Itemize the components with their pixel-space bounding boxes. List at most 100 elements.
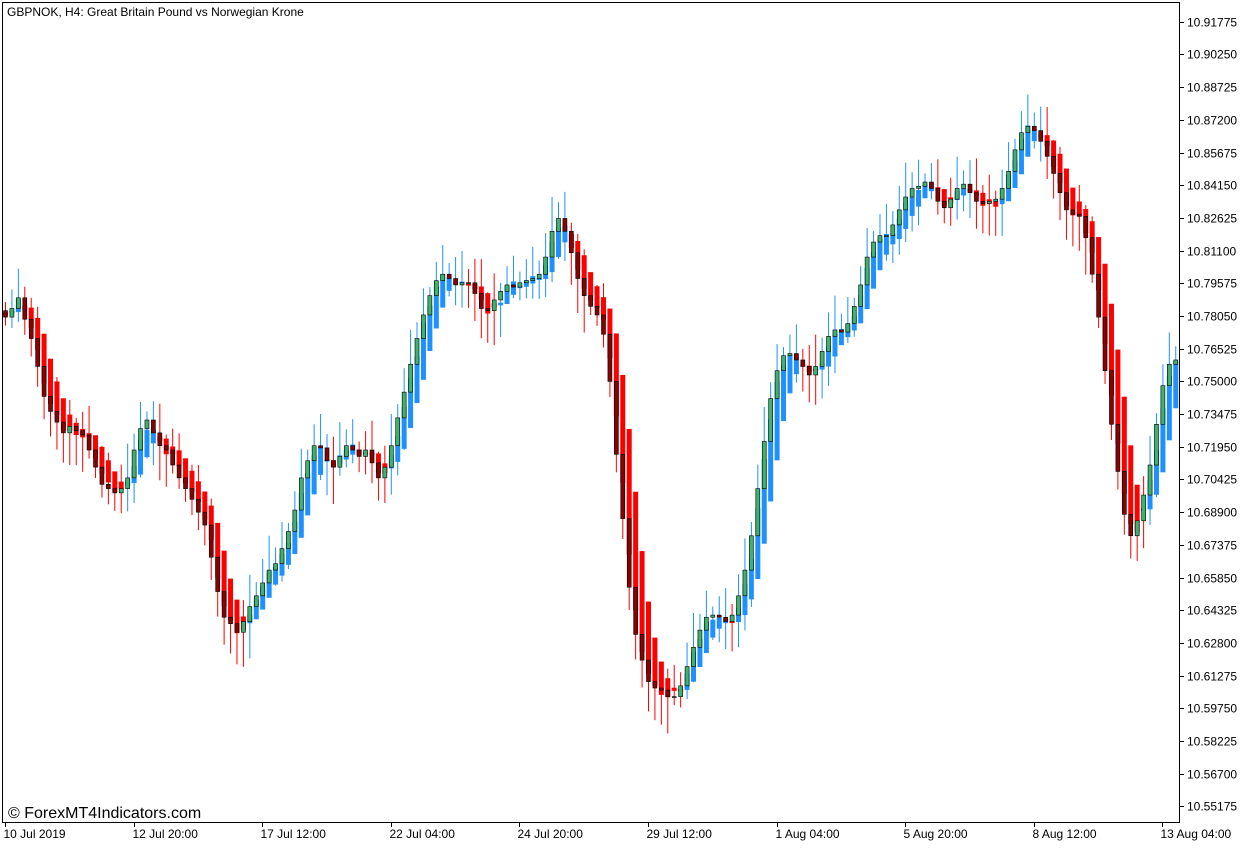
- candle-body: [555, 227, 561, 258]
- price-candle: [890, 224, 896, 236]
- price-candle: [202, 511, 208, 526]
- price-candle: [388, 445, 394, 468]
- candle-body: [883, 233, 889, 255]
- price-candle: [253, 595, 259, 607]
- candle-body: [941, 189, 947, 206]
- candle-body: [639, 551, 645, 652]
- price-candle: [929, 181, 934, 189]
- candle-body: [478, 286, 484, 300]
- candle-body: [761, 459, 767, 544]
- price-candle: [961, 183, 966, 189]
- candle-body: [832, 333, 838, 357]
- price-candle: [993, 198, 999, 202]
- price-candle: [9, 308, 15, 318]
- price-candle: [28, 318, 34, 339]
- price-candle: [1089, 237, 1095, 275]
- price-tick-label: 10.59750: [1187, 702, 1237, 716]
- price-tick-label: 10.62800: [1187, 637, 1237, 651]
- price-candle: [1173, 359, 1179, 365]
- candle-body: [176, 450, 182, 467]
- candle-body: [858, 294, 864, 324]
- candle-body: [35, 317, 41, 350]
- price-candle: [504, 284, 510, 292]
- candle-body: [401, 407, 407, 449]
- price-candle: [86, 434, 92, 451]
- price-candle: [1141, 494, 1146, 522]
- candle-body: [1012, 160, 1018, 188]
- price-candle: [99, 466, 105, 485]
- candle-body: [234, 599, 240, 634]
- price-candle: [1122, 471, 1127, 515]
- price-candle: [588, 295, 593, 307]
- price-candle: [112, 488, 118, 494]
- price-candle: [1160, 385, 1166, 425]
- candle-body: [671, 687, 677, 691]
- candle-body: [871, 251, 877, 289]
- price-candle: [453, 278, 458, 286]
- price-candle: [41, 366, 47, 397]
- price-candle: [16, 297, 21, 309]
- price-candle: [286, 531, 291, 549]
- price-candle: [54, 411, 60, 423]
- price-candle: [684, 666, 690, 687]
- candle-body: [420, 322, 426, 380]
- candle-body: [1025, 125, 1031, 157]
- price-candle: [1128, 514, 1134, 537]
- candle-body: [742, 583, 748, 616]
- price-candle: [1019, 132, 1024, 151]
- price-tick-label: 10.58225: [1187, 735, 1237, 749]
- candle-body: [1102, 263, 1108, 344]
- price-candle: [562, 218, 568, 232]
- candle-body: [864, 268, 870, 310]
- candle-body: [922, 184, 928, 199]
- candle-body: [999, 198, 1005, 205]
- price-candle: [157, 432, 163, 447]
- price-tick-label: 10.55175: [1187, 800, 1237, 814]
- price-candle: [716, 614, 722, 618]
- candle-body: [993, 201, 999, 207]
- price-candle: [138, 428, 143, 451]
- price-tick-label: 10.90250: [1187, 48, 1237, 62]
- price-tick-label: 10.82625: [1187, 212, 1237, 226]
- time-tick-label: 29 Jul 12:00: [647, 827, 713, 841]
- price-candle: [954, 188, 960, 200]
- candle-body: [838, 329, 844, 346]
- price-candle: [427, 295, 433, 316]
- price-candle: [671, 696, 677, 698]
- candle-body: [28, 307, 34, 329]
- price-candle: [1154, 423, 1159, 466]
- price-candle: [569, 231, 574, 254]
- price-candle: [742, 569, 748, 597]
- time-tick-label: 13 Aug 04:00: [1161, 827, 1232, 841]
- price-candle: [106, 484, 111, 489]
- price-candle: [877, 235, 883, 243]
- price-candle: [601, 314, 606, 335]
- candle-body: [510, 281, 516, 295]
- price-candle: [594, 306, 600, 316]
- price-candle: [382, 466, 388, 479]
- price-candle: [948, 198, 954, 209]
- price-candle: [935, 188, 941, 202]
- price-candle: [350, 445, 356, 451]
- price-candle: [864, 256, 870, 286]
- price-candle: [614, 381, 619, 455]
- price-candle: [787, 353, 793, 356]
- candle-body: [1051, 140, 1057, 168]
- candle-body: [890, 233, 896, 245]
- candle-body: [594, 286, 600, 309]
- price-tick-label: 10.68900: [1187, 506, 1237, 520]
- candle-body: [633, 491, 639, 611]
- price-candle: [73, 426, 79, 432]
- price-candle: [163, 445, 169, 451]
- price-candle: [118, 488, 124, 494]
- price-candle: [1044, 140, 1050, 157]
- candle-body: [1153, 449, 1159, 495]
- price-candle: [183, 477, 188, 489]
- candle-body: [440, 274, 446, 308]
- price-candle: [215, 556, 220, 592]
- candle-body: [562, 225, 568, 243]
- price-candle: [581, 278, 587, 296]
- price-candle: [440, 273, 446, 281]
- time-tick-label: 5 Aug 20:00: [904, 827, 968, 841]
- price-candle: [472, 282, 478, 294]
